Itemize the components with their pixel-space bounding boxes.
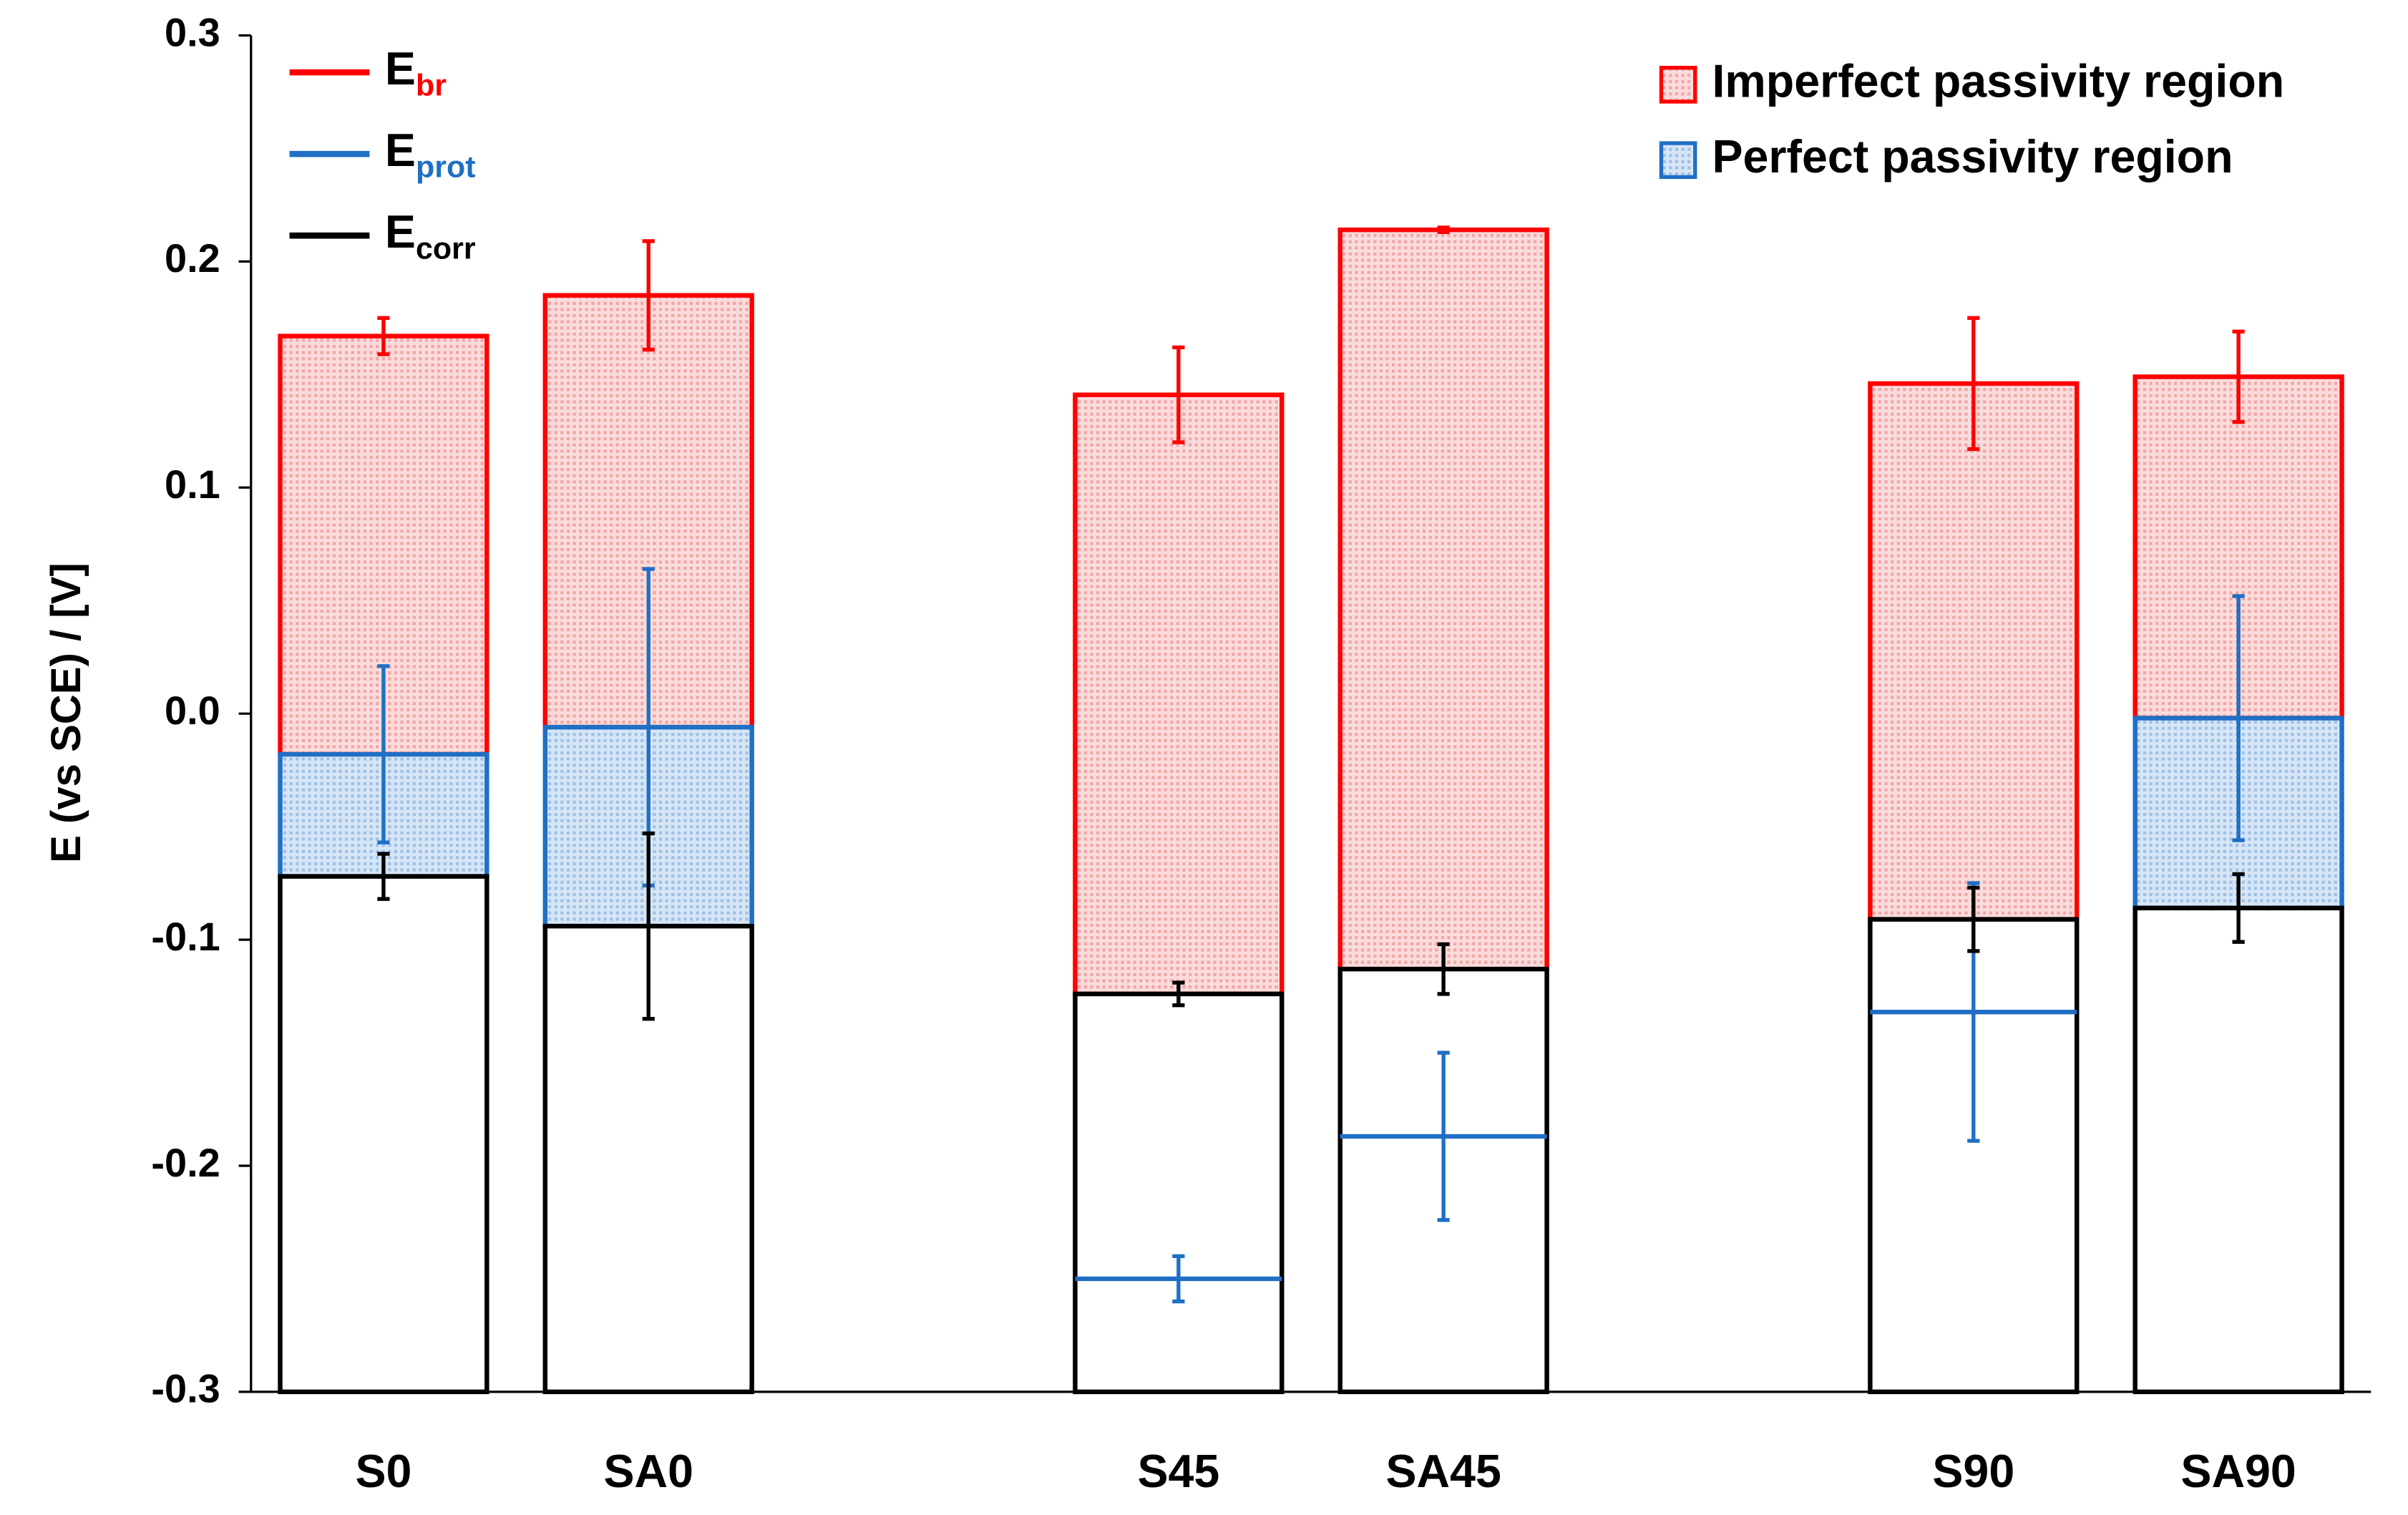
y-tick-label: 0.3 bbox=[165, 9, 220, 54]
y-tick-label: 0.1 bbox=[165, 462, 220, 507]
y-tick-label: -0.2 bbox=[151, 1140, 220, 1185]
error-bar bbox=[2232, 872, 2245, 944]
x-tick-label: S90 bbox=[1932, 1446, 2014, 1497]
error-bar bbox=[642, 831, 655, 1021]
y-tick-label: 0.2 bbox=[165, 235, 220, 281]
corrosion-bar bbox=[278, 874, 489, 1395]
y-tick-label: -0.3 bbox=[151, 1366, 220, 1411]
error-bar bbox=[2232, 594, 2245, 842]
error-bar bbox=[377, 664, 390, 844]
error-bar bbox=[1172, 345, 1185, 444]
x-tick-label: S0 bbox=[355, 1446, 411, 1497]
error-bar bbox=[377, 316, 390, 356]
corrosion-bar bbox=[2132, 905, 2344, 1395]
legend-label: Perfect passivity region bbox=[1712, 131, 2233, 182]
x-tick-label: SA90 bbox=[2180, 1446, 2296, 1497]
x-tick-label: S45 bbox=[1137, 1446, 1219, 1497]
error-bar bbox=[377, 852, 390, 901]
error-bar bbox=[1172, 1254, 1185, 1304]
x-tick-label: SA0 bbox=[603, 1446, 693, 1497]
legend-label: Imperfect passivity region bbox=[1712, 55, 2284, 107]
legend-label: Eprot bbox=[385, 125, 476, 185]
error-bar bbox=[1437, 942, 1450, 996]
error-bar bbox=[1172, 980, 1185, 1008]
error-bar bbox=[2232, 329, 2245, 424]
error-bar bbox=[1437, 225, 1450, 235]
imperfect-region-bar bbox=[1868, 381, 2080, 922]
legend-label: Ebr bbox=[385, 43, 447, 103]
error-bar bbox=[1437, 1051, 1450, 1222]
y-axis-label: E (vs SCE) / [V] bbox=[43, 562, 89, 863]
x-tick-label: SA45 bbox=[1385, 1446, 1501, 1497]
error-bar bbox=[642, 239, 655, 352]
legend-swatch bbox=[1659, 141, 1697, 180]
y-tick-label: -0.1 bbox=[151, 914, 220, 959]
legend-label: Ecorr bbox=[385, 206, 476, 266]
corrosion-bar bbox=[1073, 991, 1285, 1395]
error-bar bbox=[1967, 885, 1980, 953]
legend-swatch bbox=[1659, 65, 1697, 104]
error-bar bbox=[1967, 316, 1980, 452]
y-tick-label: 0.0 bbox=[165, 688, 220, 733]
imperfect-region-bar bbox=[1073, 392, 1285, 997]
imperfect-region-bar bbox=[1337, 227, 1549, 972]
